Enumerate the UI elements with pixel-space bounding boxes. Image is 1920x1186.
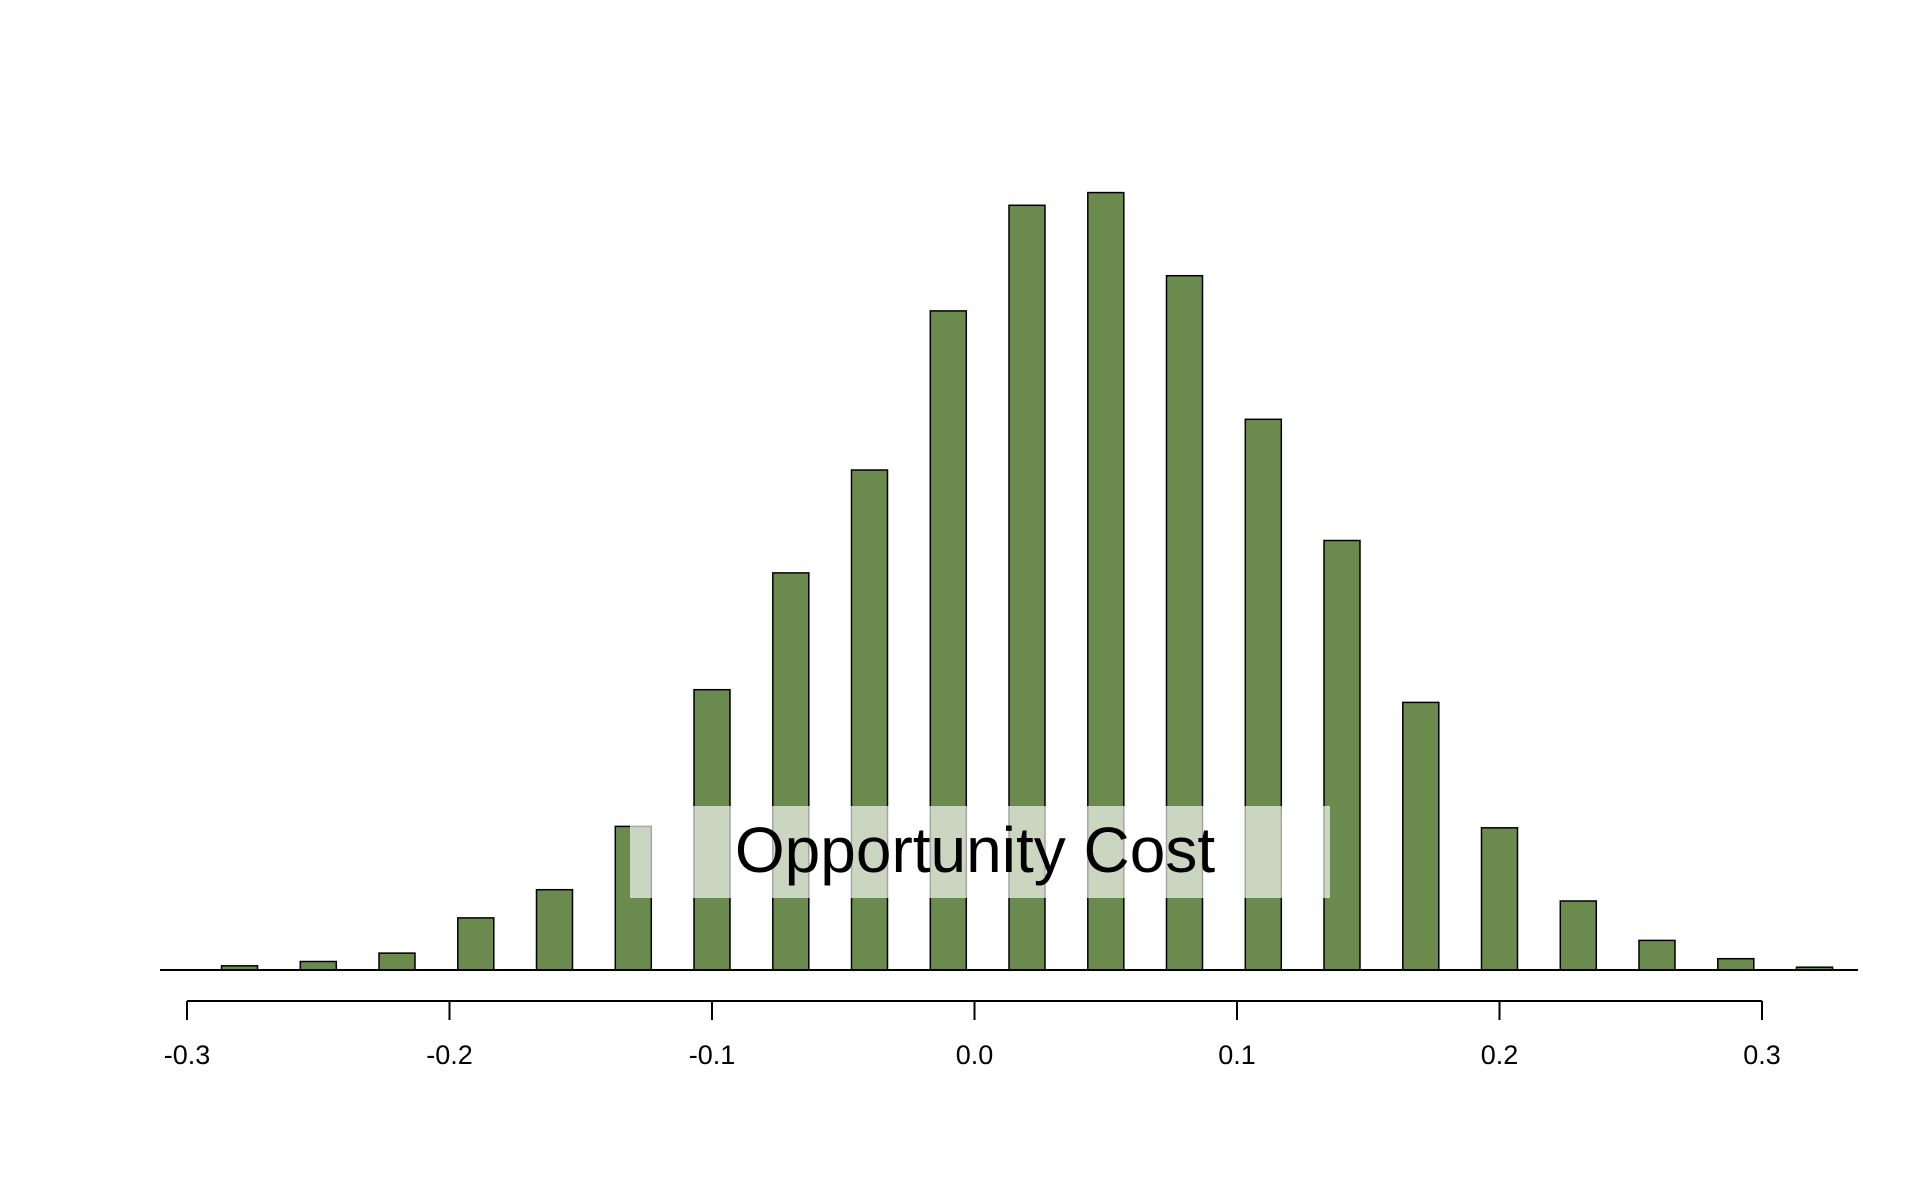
annotation-group: Opportunity Cost	[630, 806, 1330, 898]
histogram-bar	[1323, 539, 1361, 971]
histogram-bar	[1559, 900, 1598, 971]
histogram-bar	[1638, 939, 1676, 971]
histogram-bar	[1480, 827, 1519, 971]
x-tick-label: 0.3	[1743, 1040, 1781, 1070]
histogram-bar	[1402, 701, 1440, 971]
annotation-label: Opportunity Cost	[735, 814, 1215, 886]
histogram-bar	[378, 952, 416, 971]
x-tick-label: 0.1	[1218, 1040, 1256, 1070]
annotation-background	[630, 806, 1330, 898]
histogram-bar	[535, 888, 574, 971]
x-tick-label: -0.2	[426, 1040, 473, 1070]
histogram-bar	[299, 960, 338, 971]
x-axis: -0.3 -0.2 -0.1 0.0 0.1 0.2 0.3	[164, 1000, 1781, 1070]
x-tick-label: -0.1	[689, 1040, 736, 1070]
histogram-bar	[1717, 957, 1755, 971]
x-tick-label: -0.3	[164, 1040, 211, 1070]
histogram-bar	[772, 572, 810, 971]
x-tick-label: 0.2	[1481, 1040, 1519, 1070]
histogram-bar	[457, 917, 495, 971]
x-tick-label: 0.0	[956, 1040, 994, 1070]
